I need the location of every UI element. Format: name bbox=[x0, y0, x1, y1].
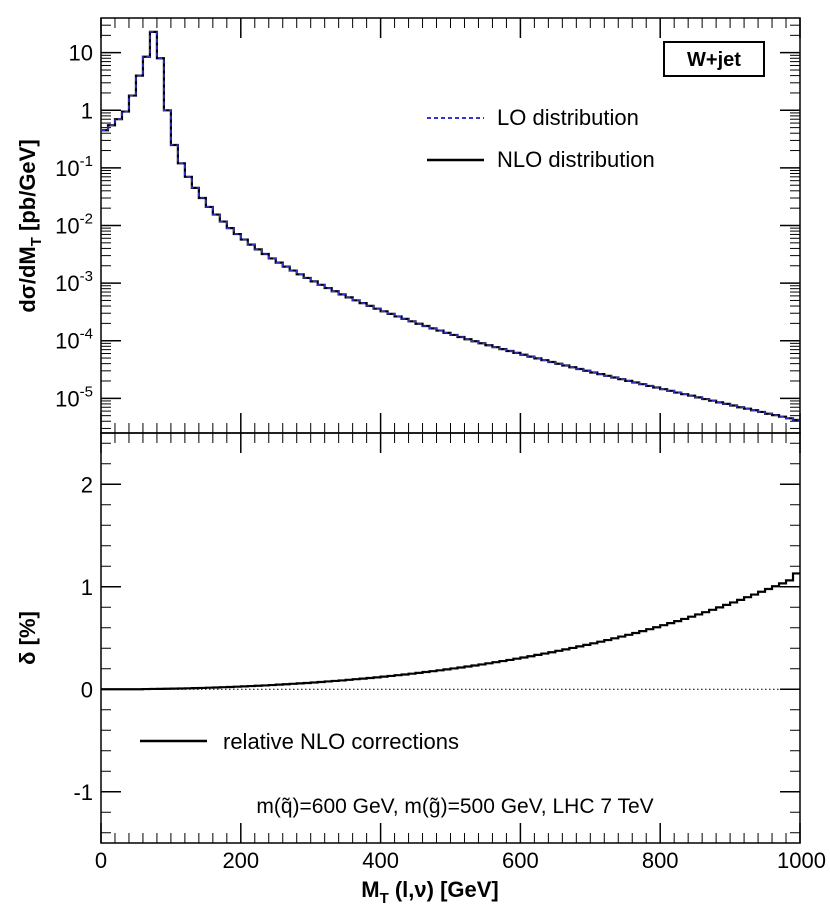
x-tick-label: 800 bbox=[642, 848, 679, 873]
x-tick-label: 400 bbox=[362, 848, 399, 873]
top-y-tick-label: 10 bbox=[69, 41, 93, 66]
bottom-y-tick-label: 2 bbox=[81, 472, 93, 497]
parameter-annotation: m(q̃)=600 GeV, m(g̃)=500 GeV, LHC 7 TeV bbox=[256, 795, 653, 818]
top-plot-frame bbox=[100, 17, 801, 434]
bottom-panel: -1 0 1 2 0 200 400 600 800 1000 relative NLO cor… bbox=[15, 18, 826, 907]
bottom-minor-ticks bbox=[114, 18, 787, 843]
top-y-tick-label: 10-1 bbox=[55, 153, 93, 181]
nlo-distribution-line bbox=[101, 30, 800, 422]
bottom-plot-frame bbox=[100, 432, 801, 844]
top-legend: LO distribution NLO distribution bbox=[427, 105, 655, 172]
top-y-axis-title: dσ/dMT [pb/GeV] bbox=[15, 139, 45, 312]
bottom-legend: relative NLO corrections bbox=[140, 729, 459, 754]
x-tick-label: 200 bbox=[222, 848, 259, 873]
top-y-tick-label: 1 bbox=[81, 98, 93, 123]
x-tick-label: 1000 bbox=[777, 848, 826, 873]
process-badge bbox=[663, 41, 765, 77]
lo-distribution-line bbox=[101, 31, 800, 421]
top-y-tick-label: 10-4 bbox=[55, 326, 93, 354]
top-y-axis: 10 1 10-1 10-2 10-3 10-4 10-5 bbox=[55, 41, 800, 411]
legend-relative-label: relative NLO corrections bbox=[223, 729, 459, 754]
top-panel: 10 1 10-1 10-2 10-3 10-4 10-5 W+jet LO distrib… bbox=[15, 17, 801, 434]
top-series-group bbox=[101, 30, 800, 422]
top-y-tick-label: 10-5 bbox=[55, 383, 93, 411]
x-tick-label: 600 bbox=[502, 848, 539, 873]
top-y-tick-label: 10-2 bbox=[55, 211, 93, 239]
top-y-tick-label: 10-3 bbox=[55, 268, 93, 296]
bottom-y-axis-title: δ [%] bbox=[15, 611, 40, 665]
bottom-y-tick-label: 0 bbox=[81, 677, 93, 702]
process-badge-label: W+jet bbox=[687, 49, 741, 71]
bottom-y-tick-label: 1 bbox=[81, 575, 93, 600]
top-minor-ticks bbox=[101, 17, 800, 429]
bottom-y-axis: -1 0 1 2 bbox=[73, 442, 800, 834]
x-axis-title: MT (l,ν) [GeV] bbox=[361, 877, 499, 907]
x-axis: 0 200 400 600 800 1000 bbox=[95, 18, 826, 873]
legend-nlo-label: NLO distribution bbox=[497, 147, 655, 172]
relative-nlo-correction-line bbox=[101, 572, 800, 691]
bottom-y-tick-label: -1 bbox=[73, 780, 93, 805]
bottom-series-group bbox=[101, 572, 800, 691]
x-tick-label: 0 bbox=[95, 848, 107, 873]
legend-lo-label: LO distribution bbox=[497, 105, 639, 130]
